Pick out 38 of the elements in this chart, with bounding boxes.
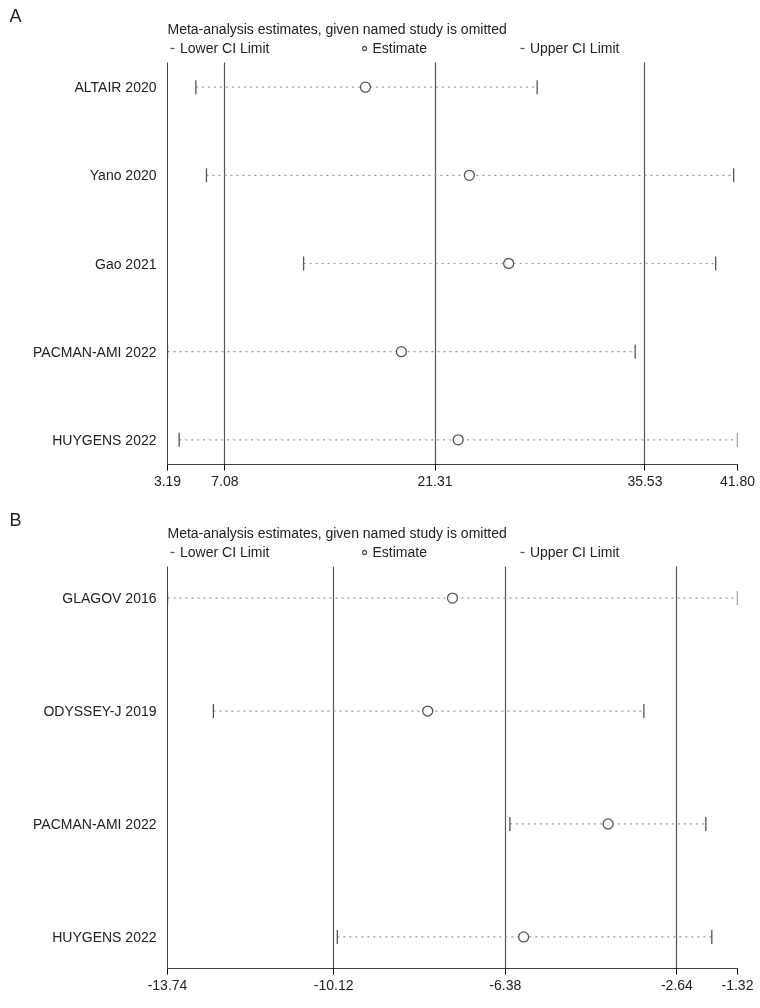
point [517, 931, 530, 943]
y-tick-label: PACMAN-AMI 2022 [33, 815, 157, 832]
point [503, 257, 515, 270]
text: Lower CI Limit [180, 544, 270, 560]
point [452, 434, 464, 446]
y-tick-label: Gao 2021 [95, 255, 157, 272]
x-tick-label: 21.31 [417, 472, 453, 489]
point [602, 818, 614, 830]
y-tick-label: GLAGOV 2016 [62, 590, 157, 607]
point [422, 705, 434, 717]
x-tick-label: -2.64 [660, 976, 694, 993]
text: A [9, 5, 22, 26]
legend-label: Estimate [372, 40, 427, 56]
text: Upper CI Limit [529, 40, 620, 56]
legend-label: Estimate [372, 544, 427, 560]
y-tick-label: HUYGENS 2022 [52, 431, 157, 448]
chart-title: Meta-analysis estimates, given named study is omitted [167, 20, 507, 37]
point [359, 81, 372, 93]
text: Upper CI Limit [529, 544, 620, 560]
y-tick-label: ODYSSEY-J 2019 [43, 703, 157, 720]
x-tick-label: -10.12 [313, 976, 354, 993]
chart-title: Meta-analysis estimates, given named study is omitted [167, 524, 507, 541]
y-tick-label: ALTAIR 2020 [74, 79, 157, 96]
x-tick-label: 35.53 [627, 472, 663, 489]
point [395, 346, 407, 358]
x-tick-label: 41.80 [719, 472, 756, 489]
x-tick-label: -1.32 [721, 976, 754, 993]
x-tick-label: 7.08 [211, 472, 239, 489]
text: B [9, 509, 22, 530]
y-tick-label: HUYGENS 2022 [52, 928, 157, 945]
y-tick-label: PACMAN-AMI 2022 [33, 343, 157, 360]
x-tick-label: -13.74 [147, 976, 188, 993]
point [446, 592, 459, 604]
x-tick-label: 3.19 [153, 472, 182, 489]
point [463, 169, 476, 181]
text: Lower CI Limit [180, 40, 270, 56]
x-tick-label: -6.38 [489, 976, 522, 993]
y-tick-label: Yano 2020 [89, 167, 157, 184]
